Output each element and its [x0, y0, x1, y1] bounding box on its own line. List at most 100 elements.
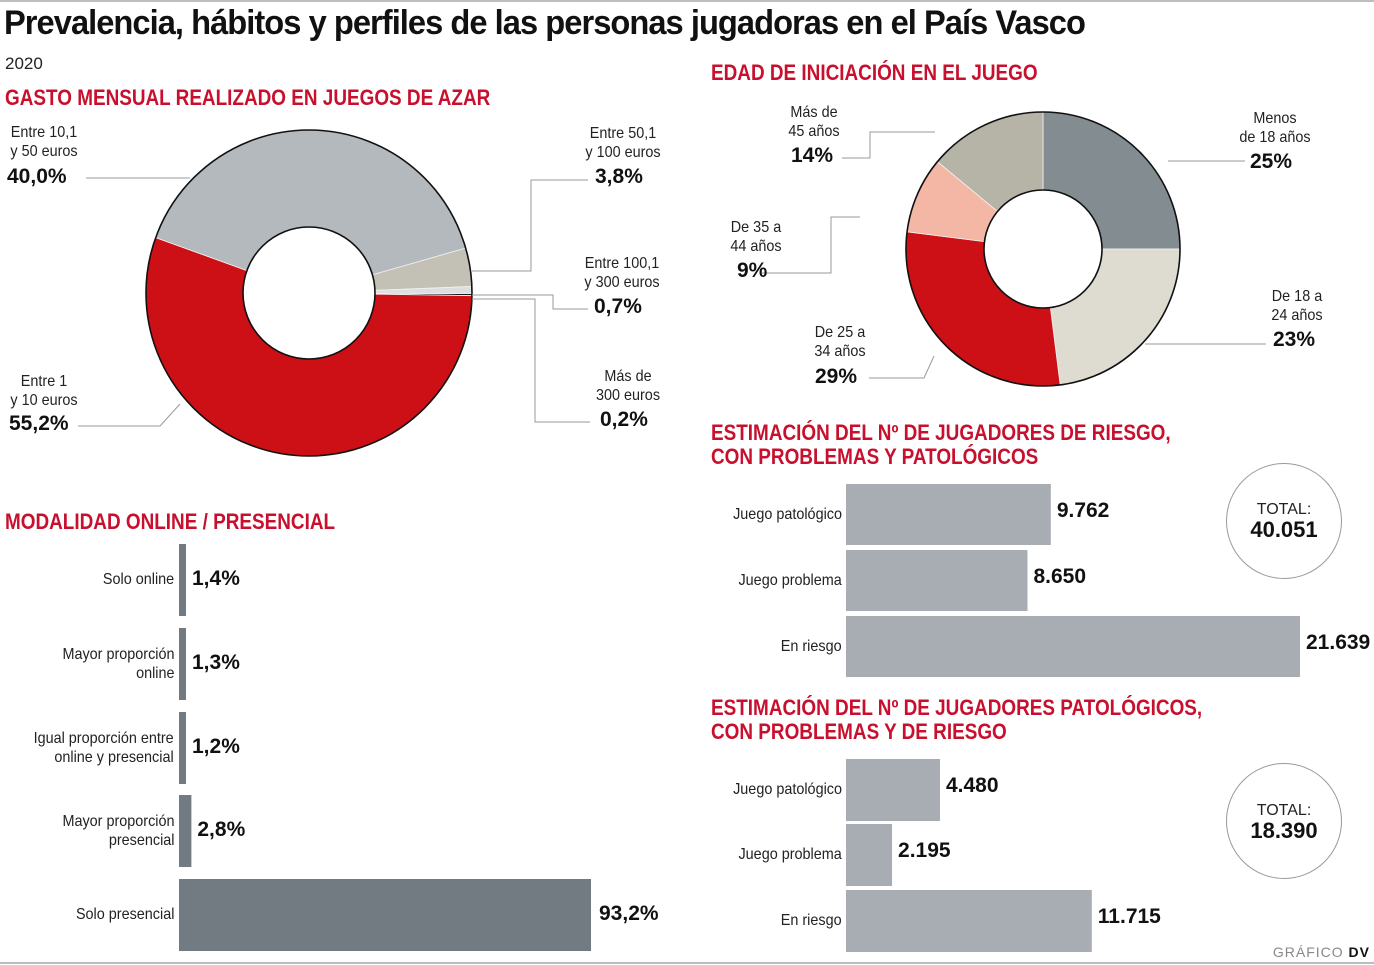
spend-label-4-line2: y 300 euros	[584, 274, 660, 291]
age-outline	[905, 111, 1181, 387]
risk-chart-title-line1: ESTIMACIÓN DEL Nº DE JUGADORES DE RIESGO…	[711, 420, 1171, 445]
age-hole	[983, 189, 1103, 309]
spend-value-4: 0,7%	[594, 295, 642, 318]
age-label-0-line1: Menos	[1253, 110, 1297, 127]
spend-outline	[145, 129, 473, 457]
mode-value-label: 93,2%	[599, 902, 659, 925]
mode-value-label: 1,3%	[192, 651, 240, 674]
age-value-0: 25%	[1250, 150, 1293, 173]
mode-category-label: Solo presencial	[76, 905, 174, 924]
mode-chart-title: MODALIDAD ONLINE / PRESENCIAL	[5, 509, 336, 534]
age-value-1: 23%	[1273, 328, 1316, 351]
risk2-bar-0	[846, 759, 940, 821]
risk-chart-title-1: ESTIMACIÓN DEL Nº DE JUGADORES DE RIESGO…	[711, 421, 1171, 469]
page-title: Prevalencia, hábitos y perfiles de las p…	[4, 4, 1086, 42]
risk1-category-label: Juego problema	[738, 571, 842, 589]
spend-label-3: Entre 50,1 y 100 euros	[579, 124, 667, 162]
spend-value-0: 0,2%	[600, 408, 648, 431]
spend-label-3-line2: y 100 euros	[585, 144, 661, 161]
mode-category-line2: presencial	[108, 832, 174, 849]
risk1-category-label: Juego patológico	[733, 505, 842, 523]
risk2-category-label: Juego patológico	[733, 781, 842, 798]
mode-bar-0	[179, 544, 186, 616]
mode-category-line1: Mayor proporción	[61, 813, 174, 830]
total-circle-2: TOTAL: 18.390	[1226, 763, 1342, 879]
risk2-category-label: En riesgo	[781, 912, 842, 929]
risk2-category-label: Juego problema	[738, 846, 842, 863]
spend-chart-title: GASTO MENSUAL REALIZADO EN JUEGOS DE AZA…	[5, 85, 491, 110]
age-label-1: De 18 a 24 años	[1262, 287, 1332, 325]
mode-bar-4	[179, 879, 591, 951]
age-label-0-line2: de 18 años	[1239, 129, 1311, 146]
spend-value-1: 55,2%	[9, 412, 69, 435]
risk-chart-title-line2: CON PROBLEMAS Y PATOLÓGICOS	[711, 444, 1039, 469]
age-value-3: 9%	[737, 259, 768, 282]
age-label-3: De 35 a 44 años	[721, 218, 791, 256]
mode-bar-3	[179, 795, 192, 867]
credit-prefix: GRÁFICO	[1272, 944, 1344, 960]
risk1-value-label: 8.650	[1033, 564, 1087, 588]
credit: GRÁFICO DV	[1273, 944, 1370, 960]
risk2-bar-1	[846, 824, 893, 886]
age-label-1-line1: De 18 a	[1271, 288, 1323, 305]
spend-label-2: Entre 10,1 y 50 euros	[6, 123, 82, 161]
top-rule	[0, 0, 1374, 2]
age-label-2-line1: De 25 a	[814, 324, 866, 341]
risk1-bar-1	[846, 550, 1028, 611]
mode-value-label: 1,4%	[192, 567, 240, 590]
total-value-2: 18.390	[1250, 818, 1318, 843]
age-leader-4	[842, 131, 935, 159]
spend-label-0-line1: Más de	[604, 368, 652, 385]
spend-leader-4	[472, 294, 588, 310]
risk1-category-label: En riesgo	[781, 637, 842, 655]
year-label: 2020	[5, 54, 43, 73]
risk2-value-label: 2.195	[898, 839, 951, 862]
mode-bar-1	[179, 628, 186, 700]
mode-value-label: 2,8%	[197, 818, 246, 841]
age-value-4: 14%	[791, 144, 834, 167]
mode-category-line2: online	[135, 665, 174, 682]
age-label-2: De 25 a 34 años	[805, 323, 875, 361]
total-value-1: 40.051	[1250, 517, 1318, 542]
risk-chart-title-2: ESTIMACIÓN DEL Nº DE JUGADORES PATOLÓGIC…	[711, 696, 1202, 744]
age-label-4: Más de 45 años	[779, 103, 849, 141]
age-label-2-line2: 34 años	[814, 343, 866, 360]
age-value-2: 29%	[815, 365, 858, 388]
total-label-1: TOTAL:	[1256, 501, 1312, 518]
mode-category-line1: Solo online	[102, 571, 174, 588]
age-label-3-line1: De 35 a	[730, 219, 782, 236]
spend-label-4: Entre 100,1 y 300 euros	[577, 254, 667, 292]
spend-leader-1	[78, 403, 181, 427]
risk2-value-label: 11.715	[1097, 905, 1161, 928]
age-label-0: Menos de 18 años	[1230, 109, 1320, 147]
total-circle-1: TOTAL: 40.051	[1226, 463, 1342, 579]
mode-category-line1: Solo presencial	[75, 906, 174, 923]
mode-category-line1: Mayor proporción	[61, 646, 174, 663]
spend-label-4-line1: Entre 100,1	[584, 255, 660, 272]
age-leader-2	[869, 355, 935, 379]
spend-value-3: 3,8%	[595, 165, 643, 188]
spend-label-3-line1: Entre 50,1	[589, 125, 657, 142]
risk1-value-label: 9.762	[1056, 498, 1110, 522]
mode-value-label: 1,2%	[192, 735, 240, 758]
spend-label-1: Entre 1 y 10 euros	[6, 372, 82, 410]
risk1-bar-0	[846, 484, 1051, 545]
mode-category-label: Solo online	[103, 570, 174, 589]
age-label-1-line2: 24 años	[1271, 307, 1323, 324]
spend-value-2: 40,0%	[7, 165, 67, 188]
mode-category-label: Mayor proporción presencial	[62, 812, 174, 850]
risk2-chart-title-line2: CON PROBLEMAS Y DE RIESGO	[711, 719, 1007, 744]
bottom-rule	[0, 962, 1374, 964]
spend-leader-0	[472, 298, 590, 423]
mode-category-line1: Igual proporción entre	[33, 730, 174, 747]
total-label-2: TOTAL:	[1256, 802, 1312, 819]
age-label-4-line1: Más de	[790, 104, 838, 121]
risk2-value-label: 4.480	[945, 774, 999, 797]
mode-category-label: Igual proporción entre online y presencia…	[34, 729, 174, 767]
risk1-value-label: 21.639	[1306, 630, 1371, 654]
spend-label-0: Más de 300 euros	[590, 367, 666, 405]
age-leader-3	[762, 216, 860, 274]
risk2-bar-2	[846, 890, 1092, 952]
age-label-4-line2: 45 años	[788, 123, 840, 140]
